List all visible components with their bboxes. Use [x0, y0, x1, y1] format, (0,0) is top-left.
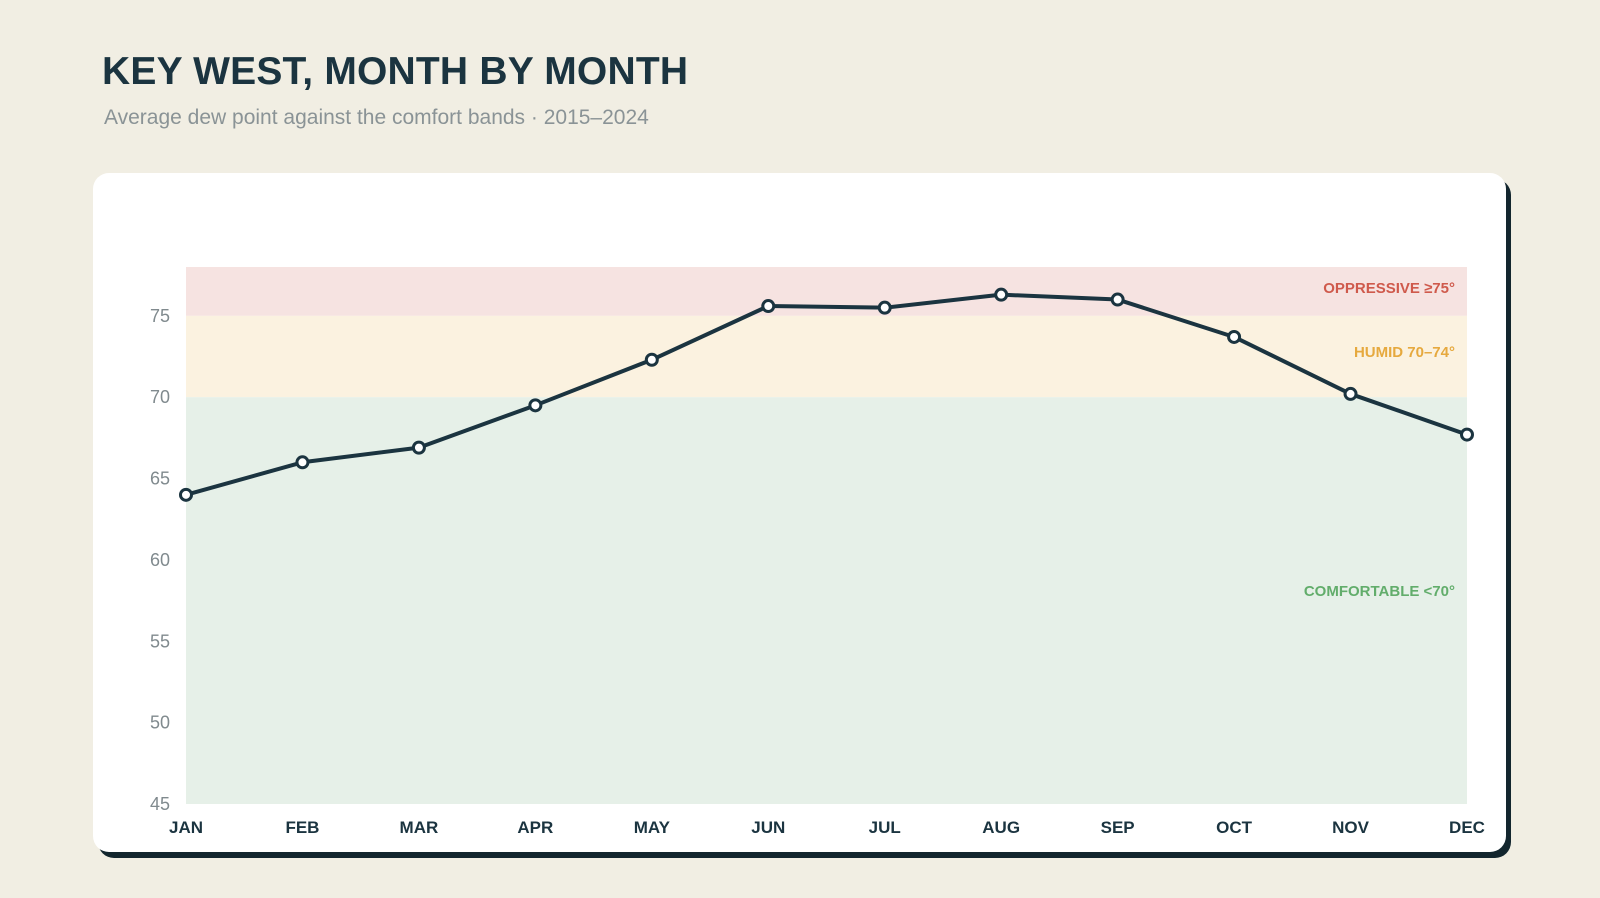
y-axis: 45 50 55 60 65 70 75 — [150, 306, 170, 814]
band-label-humid: HUMID 70–74° — [1354, 344, 1455, 361]
x-tick-label: NOV — [1332, 818, 1370, 837]
series-line-0 — [184, 292, 1469, 497]
data-point[interactable] — [1343, 386, 1358, 401]
band-comfortable — [186, 397, 1467, 804]
x-tick-label: FEB — [285, 818, 319, 837]
y-tick-label: 45 — [150, 794, 170, 814]
data-point[interactable] — [761, 299, 776, 314]
chart-title: KEY WEST, MONTH BY MONTH — [102, 50, 689, 93]
x-tick-label: JUN — [751, 818, 785, 837]
dew-point-line-chart: 45 50 55 60 65 70 75 JAN FEB MAR APR MAY JUN JUL AUG S… — [150, 267, 1485, 837]
series-line — [184, 292, 1469, 497]
data-point[interactable] — [179, 487, 193, 502]
data-point[interactable] — [295, 455, 310, 470]
y-tick-label: 60 — [150, 550, 170, 570]
y-tick-label: 75 — [150, 306, 170, 326]
x-tick-label: AUG — [982, 818, 1020, 837]
data-point[interactable] — [1460, 427, 1474, 442]
x-tick-label: DEC — [1449, 818, 1485, 837]
series-points — [179, 287, 1474, 502]
chart-card: 45 50 55 60 65 70 75 JAN FEB MAR APR MAY JUN JUL AUG S… — [93, 173, 1506, 852]
band-label-comfortable: COMFORTABLE <70° — [1304, 583, 1455, 600]
band-humid — [186, 315, 1467, 398]
data-point[interactable] — [994, 287, 1009, 302]
x-axis: JAN FEB MAR APR MAY JUN JUL AUG SEP OCT NOV DEC — [169, 818, 1485, 837]
x-tick-label: JAN — [169, 818, 203, 837]
y-tick-label: 55 — [150, 631, 170, 651]
data-point[interactable] — [528, 398, 543, 413]
band-label-oppressive: OPPRESSIVE ≥75° — [1323, 280, 1455, 297]
data-point[interactable] — [1227, 329, 1242, 344]
x-tick-label: MAY — [634, 818, 671, 837]
data-point[interactable] — [411, 440, 426, 455]
band-labels: OPPRESSIVE ≥75° HUMID 70–74° COMFORTABLE <… — [1304, 280, 1455, 600]
y-tick-label: 50 — [150, 713, 170, 733]
x-tick-label: JUL — [869, 818, 901, 837]
data-point[interactable] — [877, 300, 892, 315]
data-point[interactable] — [1110, 292, 1125, 307]
data-point[interactable] — [644, 352, 659, 367]
comfort-bands — [186, 267, 1467, 804]
x-tick-label: APR — [517, 818, 553, 837]
x-tick-label: SEP — [1101, 818, 1135, 837]
x-tick-label: MAR — [400, 818, 439, 837]
y-tick-label: 65 — [150, 469, 170, 489]
chart-subtitle: Average dew point against the comfort ba… — [104, 106, 649, 129]
y-tick-label: 70 — [150, 387, 170, 407]
x-tick-label: OCT — [1216, 818, 1253, 837]
